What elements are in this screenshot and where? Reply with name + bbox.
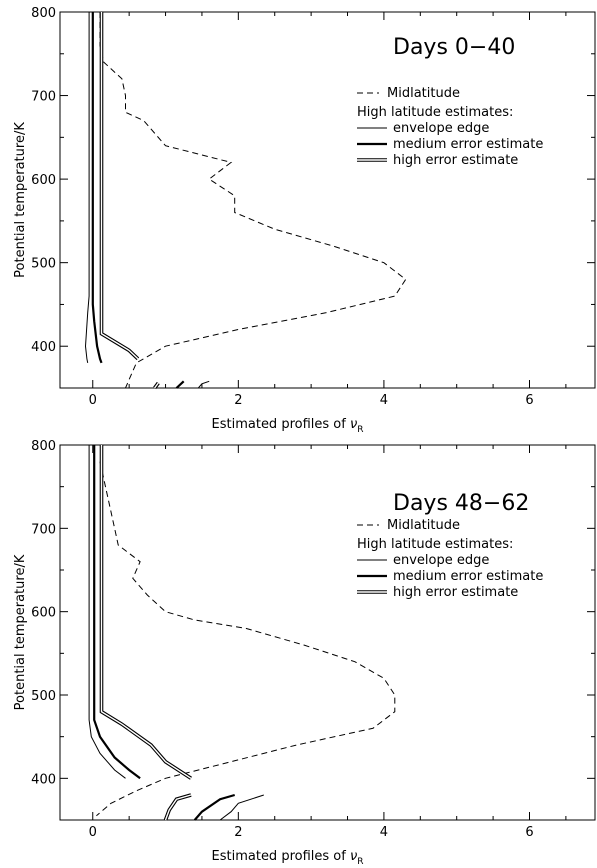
panel-2-legend-label-medium-error-estimate: medium error estimate [393, 569, 543, 584]
panel-2-series-medium-error-estimate [93, 445, 141, 780]
panel-2-legend: Midlatitude High latitude estimates:envel… [357, 518, 543, 600]
panel-2: 0 2 4 6 400 500 600 700 800 Estimated profiles of… [13, 439, 596, 867]
panel-2-legend-label-high-error-estimate: high error estimate [393, 585, 518, 600]
panel-1-y-tick-label: 400 [31, 340, 56, 355]
panel-1-x-axis-label: Estimated profiles of νR [212, 417, 364, 435]
panel-2-legend-label-envelope-edge: envelope edge [393, 553, 489, 568]
panel-1-title: Days 0−40 [393, 35, 515, 60]
panel-1-y-tick-label: 500 [31, 257, 56, 272]
panel-2-title: Days 48−62 [393, 491, 529, 516]
panel-2-series-high-error-estimate [99, 445, 192, 780]
panel-1-y-tick-label: 600 [31, 173, 56, 188]
panel-1-x-tick-label: 0 [89, 393, 97, 408]
panel-2-y-tick-label: 800 [31, 439, 56, 454]
panel-2-series-envelope-edge [88, 445, 126, 779]
panel-1-legend-label-medium-error-estimate: medium error estimate [393, 137, 543, 152]
panel-2-series-midlatitude [96, 461, 396, 817]
panel-2-y-tick-label: 700 [31, 522, 56, 537]
panel-2-plot-frame [59, 444, 596, 821]
panel-2-legend-label-midlatitude: Midlatitude [387, 518, 460, 533]
panel-1-plot-frame [59, 11, 596, 389]
panel-2-series-envelope-edge-lower [219, 794, 264, 821]
panel-1: 0 2 4 6 400 500 600 700 800 Estimated profiles of… [13, 6, 596, 435]
panel-2-series-medium-error-estimate-lower [193, 793, 236, 821]
panel-2-y-tick-label: 400 [31, 772, 56, 787]
panel-1-y-axis-label: Potential temperature/K [13, 122, 28, 278]
panel-2-legend-heading: High latitude estimates: [357, 537, 513, 552]
panel-2-x-axis-label: Estimated profiles of νR [212, 849, 364, 867]
panel-1-series-high-error-estimate-inner [100, 12, 139, 360]
panel-2-y-axis-label: Potential temperature/K [13, 554, 28, 710]
panel-2-x-tick-label: 0 [89, 825, 97, 840]
panel-2-y-tick-label: 600 [31, 606, 56, 621]
panel-1-y-tick-label: 800 [31, 6, 56, 21]
panel-1-y-tick-label: 700 [31, 90, 56, 105]
panel-2-series-high-error-estimate-inner [100, 445, 192, 779]
panel-2-x-tick-label: 2 [234, 825, 242, 840]
panel-1-series-midlatitude [99, 12, 407, 389]
panel-1-legend: Midlatitude High latitude estimates:envel… [357, 86, 543, 168]
panel-1-legend-label-midlatitude: Midlatitude [387, 86, 460, 101]
panel-2-series-high-error-estimate-lower-inner [164, 794, 192, 821]
panel-1-legend-label-high-error-estimate: high error estimate [393, 153, 518, 168]
panel-1-series-medium-error-estimate-lower [175, 380, 185, 389]
panel-1-x-tick-label: 6 [525, 393, 533, 408]
panel-1-x-tick-label: 4 [380, 393, 388, 408]
panel-1-x-tick-label: 2 [234, 393, 242, 408]
panel-1-series-envelope-edge-lower [197, 380, 210, 389]
panel-1-series-envelope-edge [84, 12, 90, 363]
panel-1-series-high-error-estimate-lower-inner [154, 382, 159, 389]
panel-1-legend-heading: High latitude estimates: [357, 105, 513, 120]
panel-1-series-medium-error-estimate [91, 12, 103, 364]
panel-1-series-high-error-estimate [99, 12, 140, 361]
panel-1-legend-label-envelope-edge: envelope edge [393, 121, 489, 136]
panel-2-x-tick-label: 4 [380, 825, 388, 840]
panel-2-y-tick-label: 500 [31, 689, 56, 704]
panel-2-x-tick-label: 6 [525, 825, 533, 840]
